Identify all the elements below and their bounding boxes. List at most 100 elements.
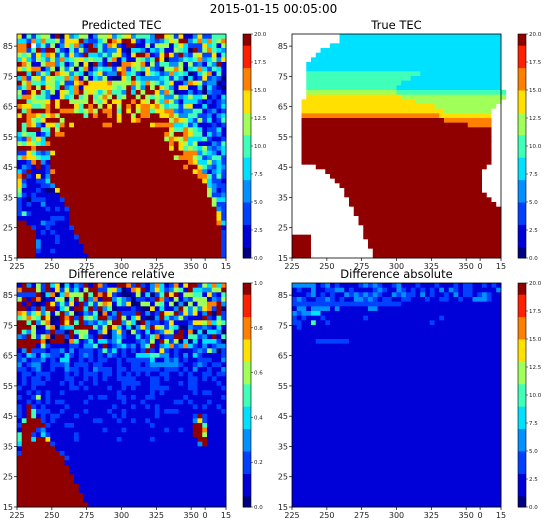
heatmap-cell xyxy=(349,76,355,82)
heatmap-cell xyxy=(401,66,407,72)
heatmap-cell xyxy=(78,325,84,331)
heatmap-cell xyxy=(221,301,227,307)
heatmap-cell xyxy=(482,85,488,91)
heatmap-cell xyxy=(202,90,208,96)
colorbar-segment xyxy=(518,97,526,102)
heatmap-cell xyxy=(396,94,402,100)
heatmap-cell xyxy=(325,113,331,119)
heatmap-cell xyxy=(477,57,483,63)
heatmap-cell xyxy=(188,132,194,138)
heatmap-cell xyxy=(26,287,32,293)
heatmap-cell xyxy=(202,287,208,293)
heatmap-cell xyxy=(363,146,369,152)
heatmap-cell xyxy=(164,164,170,170)
heatmap-cell xyxy=(211,146,217,152)
heatmap-cell xyxy=(36,178,42,184)
heatmap-cell xyxy=(306,155,312,161)
heatmap-cell xyxy=(315,43,321,49)
heatmap-cell xyxy=(135,301,141,307)
heatmap-cell xyxy=(17,230,23,236)
heatmap-cell xyxy=(344,71,350,77)
heatmap-cell xyxy=(169,192,175,198)
heatmap-cell xyxy=(339,206,345,212)
heatmap-cell xyxy=(434,192,440,198)
colorbar-segment xyxy=(518,108,526,113)
heatmap-cell xyxy=(121,108,127,114)
heatmap-cell xyxy=(363,48,369,54)
heatmap-cell xyxy=(444,230,450,236)
heatmap-cell xyxy=(368,155,374,161)
heatmap-cell xyxy=(140,220,146,226)
heatmap-cell xyxy=(59,287,65,293)
heatmap-cell xyxy=(391,136,397,142)
heatmap-cell xyxy=(207,136,213,142)
heatmap-cell xyxy=(88,127,94,133)
heatmap-cell xyxy=(145,220,151,226)
heatmap-cell xyxy=(216,85,222,91)
heatmap-cell xyxy=(344,225,350,231)
heatmap-cell xyxy=(334,248,340,254)
heatmap-cell xyxy=(349,239,355,245)
heatmap-cell xyxy=(448,239,454,245)
heatmap-cell xyxy=(496,90,502,96)
colorbar-segment xyxy=(518,37,526,42)
heatmap-cell xyxy=(145,43,151,49)
heatmap-cell xyxy=(126,169,132,175)
heatmap-cell xyxy=(173,197,179,203)
heatmap-cell xyxy=(50,248,56,254)
heatmap-cell xyxy=(183,306,189,312)
heatmap-cell xyxy=(401,76,407,82)
heatmap-cell xyxy=(154,169,160,175)
heatmap-cell xyxy=(320,38,326,44)
heatmap-cell xyxy=(69,104,75,110)
heatmap-cell xyxy=(448,183,454,189)
heatmap-cell xyxy=(353,197,359,203)
heatmap-cell xyxy=(135,334,141,340)
heatmap-cell xyxy=(121,230,127,236)
heatmap-cell xyxy=(197,118,203,124)
heatmap-cell xyxy=(368,164,374,170)
heatmap-cell xyxy=(88,216,94,222)
heatmap-cell xyxy=(496,62,502,68)
heatmap-cell xyxy=(69,197,75,203)
heatmap-cell xyxy=(31,108,37,114)
heatmap-cell xyxy=(467,248,473,254)
heatmap-cell xyxy=(334,234,340,240)
heatmap-cell xyxy=(150,188,156,194)
heatmap-cell xyxy=(178,197,184,203)
heatmap-cell xyxy=(315,122,321,128)
heatmap-cell xyxy=(482,90,488,96)
heatmap-cell xyxy=(325,136,331,142)
heatmap-cell xyxy=(188,113,194,119)
heatmap-cell xyxy=(17,160,23,166)
heatmap-cell xyxy=(439,178,445,184)
heatmap-cell xyxy=(315,52,321,58)
heatmap-cell xyxy=(211,183,217,189)
heatmap-cell xyxy=(192,113,198,119)
heatmap-cell xyxy=(216,174,222,180)
heatmap-cell xyxy=(363,248,369,254)
heatmap-cell xyxy=(64,80,70,86)
heatmap-cell xyxy=(188,71,194,77)
heatmap-cell xyxy=(396,52,402,58)
heatmap-cell xyxy=(444,141,450,147)
heatmap-cell xyxy=(429,104,435,110)
heatmap-cell xyxy=(458,52,464,58)
heatmap-cell xyxy=(107,155,113,161)
heatmap-cell xyxy=(391,43,397,49)
heatmap-cell xyxy=(145,38,151,44)
heatmap-cell xyxy=(391,253,397,259)
heatmap-cell xyxy=(135,113,141,119)
heatmap-cell xyxy=(463,34,469,40)
heatmap-cell xyxy=(382,71,388,77)
heatmap-cell xyxy=(202,104,208,110)
heatmap-cell xyxy=(74,239,80,245)
heatmap-cell xyxy=(377,141,383,147)
heatmap-cell xyxy=(40,136,46,142)
heatmap-cell xyxy=(344,122,350,128)
heatmap-cell xyxy=(36,43,42,49)
heatmap-cell xyxy=(349,52,355,58)
heatmap-cell xyxy=(188,150,194,156)
heatmap-cell xyxy=(40,211,46,217)
heatmap-cell xyxy=(387,85,393,91)
